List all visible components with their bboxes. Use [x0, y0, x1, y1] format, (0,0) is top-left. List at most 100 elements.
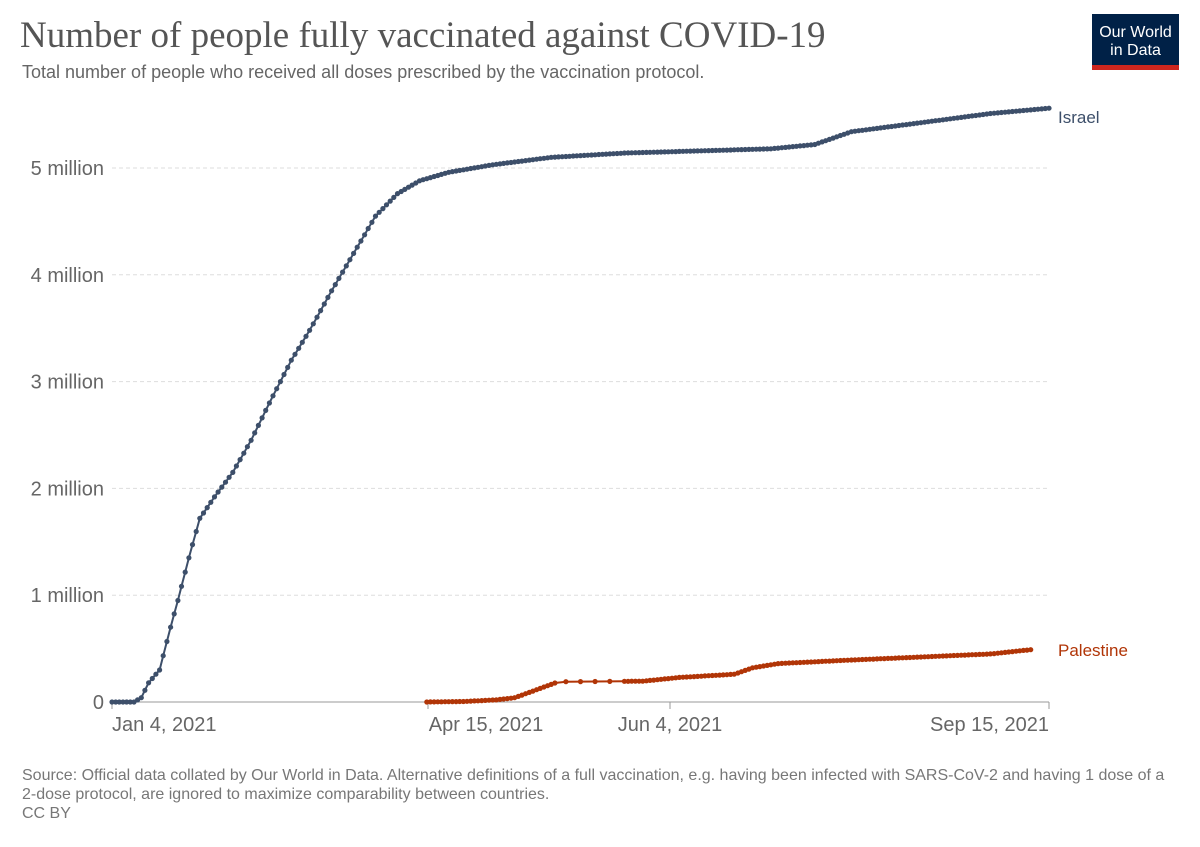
data-point-palestine[interactable] — [914, 654, 920, 660]
data-point-israel[interactable] — [281, 371, 287, 378]
data-point-palestine[interactable] — [808, 659, 814, 665]
data-point-israel[interactable] — [109, 699, 115, 705]
data-point-israel[interactable] — [219, 484, 225, 490]
data-point-israel[interactable] — [372, 213, 379, 219]
data-point-israel[interactable] — [376, 209, 382, 215]
data-point-palestine[interactable] — [468, 698, 474, 704]
data-point-israel[interactable] — [343, 263, 349, 269]
data-point-israel[interactable] — [365, 225, 371, 232]
series-label-palestine[interactable]: Palestine — [1058, 641, 1128, 660]
data-point-israel[interactable] — [157, 667, 163, 673]
data-point-israel[interactable] — [160, 653, 166, 659]
data-point-palestine[interactable] — [684, 674, 690, 680]
data-point-palestine[interactable] — [797, 659, 803, 666]
data-point-israel[interactable] — [318, 308, 324, 314]
data-point-palestine[interactable] — [815, 659, 822, 665]
data-point-israel[interactable] — [742, 146, 748, 153]
data-point-palestine[interactable] — [852, 657, 858, 663]
data-point-israel[interactable] — [211, 494, 218, 500]
data-point-palestine[interactable] — [629, 678, 635, 684]
data-point-israel[interactable] — [259, 415, 265, 421]
data-point-palestine[interactable] — [936, 653, 942, 659]
data-point-israel[interactable] — [383, 202, 390, 208]
data-point-israel[interactable] — [127, 699, 133, 705]
data-point-israel[interactable] — [182, 569, 188, 575]
data-point-palestine[interactable] — [636, 678, 642, 684]
data-point-israel[interactable] — [113, 699, 119, 705]
data-point-palestine[interactable] — [932, 653, 939, 659]
data-point-palestine[interactable] — [943, 653, 950, 659]
data-point-israel[interactable] — [687, 148, 693, 154]
data-point-palestine[interactable] — [907, 654, 913, 661]
data-point-israel[interactable] — [354, 244, 360, 250]
data-point-palestine[interactable] — [676, 674, 682, 681]
data-point-palestine[interactable] — [870, 656, 876, 662]
data-point-israel[interactable] — [651, 149, 657, 155]
data-point-israel[interactable] — [614, 150, 620, 157]
data-point-palestine[interactable] — [438, 699, 444, 705]
data-point-palestine[interactable] — [552, 680, 558, 686]
data-point-israel[interactable] — [610, 151, 617, 157]
data-point-israel[interactable] — [266, 400, 272, 406]
data-point-palestine[interactable] — [702, 673, 708, 679]
data-point-israel[interactable] — [629, 150, 635, 156]
data-point-israel[interactable] — [310, 321, 316, 327]
data-point-israel[interactable] — [548, 154, 554, 160]
data-point-israel[interactable] — [204, 505, 210, 511]
data-point-palestine[interactable] — [845, 657, 851, 663]
data-point-israel[interactable] — [362, 232, 368, 238]
data-point-israel[interactable] — [577, 153, 584, 159]
data-point-israel[interactable] — [248, 437, 254, 443]
data-point-israel[interactable] — [274, 386, 280, 392]
data-point-israel[interactable] — [288, 357, 294, 363]
data-point-israel[interactable] — [325, 294, 331, 300]
data-point-israel[interactable] — [208, 499, 214, 505]
data-point-israel[interactable] — [200, 510, 207, 516]
data-point-palestine[interactable] — [475, 698, 481, 704]
data-point-israel[interactable] — [706, 148, 712, 154]
data-point-israel[interactable] — [175, 597, 181, 604]
data-point-israel[interactable] — [603, 151, 609, 157]
data-point-israel[interactable] — [307, 327, 313, 333]
data-point-palestine[interactable] — [918, 654, 924, 660]
data-point-palestine[interactable] — [713, 672, 719, 678]
data-point-palestine[interactable] — [896, 655, 902, 661]
data-point-israel[interactable] — [270, 393, 276, 399]
data-point-israel[interactable] — [724, 147, 730, 153]
data-point-israel[interactable] — [142, 687, 148, 693]
data-point-israel[interactable] — [760, 146, 767, 152]
data-point-israel[interactable] — [168, 624, 174, 630]
data-point-israel[interactable] — [215, 489, 221, 495]
owid-logo[interactable]: Our World in Data — [1092, 14, 1179, 70]
data-point-palestine[interactable] — [431, 699, 437, 705]
data-point-palestine[interactable] — [427, 699, 433, 705]
data-point-palestine[interactable] — [925, 654, 931, 660]
data-point-palestine[interactable] — [720, 672, 726, 678]
data-point-israel[interactable] — [340, 269, 346, 275]
data-point-palestine[interactable] — [446, 699, 452, 705]
data-point-israel[interactable] — [292, 351, 298, 357]
data-point-israel[interactable] — [149, 675, 155, 682]
data-point-israel[interactable] — [658, 149, 664, 155]
data-point-israel[interactable] — [193, 528, 199, 535]
data-point-israel[interactable] — [120, 699, 126, 705]
data-point-palestine[interactable] — [779, 660, 785, 667]
data-point-israel[interactable] — [164, 638, 170, 645]
data-point-palestine[interactable] — [951, 652, 957, 659]
data-point-palestine[interactable] — [900, 655, 906, 661]
data-point-israel[interactable] — [153, 671, 159, 677]
data-point-israel[interactable] — [738, 147, 745, 153]
data-point-israel[interactable] — [347, 257, 353, 263]
data-point-palestine[interactable] — [577, 679, 584, 685]
data-point-palestine[interactable] — [823, 658, 829, 664]
data-point-israel[interactable] — [632, 150, 639, 156]
data-point-israel[interactable] — [684, 148, 690, 154]
data-point-israel[interactable] — [1046, 105, 1052, 111]
data-point-israel[interactable] — [713, 147, 719, 153]
data-point-palestine[interactable] — [793, 660, 800, 666]
data-point-israel[interactable] — [244, 444, 250, 450]
data-point-israel[interactable] — [116, 699, 122, 705]
data-point-israel[interactable] — [285, 364, 291, 370]
data-point-israel[interactable] — [321, 301, 327, 307]
data-point-israel[interactable] — [574, 153, 580, 159]
